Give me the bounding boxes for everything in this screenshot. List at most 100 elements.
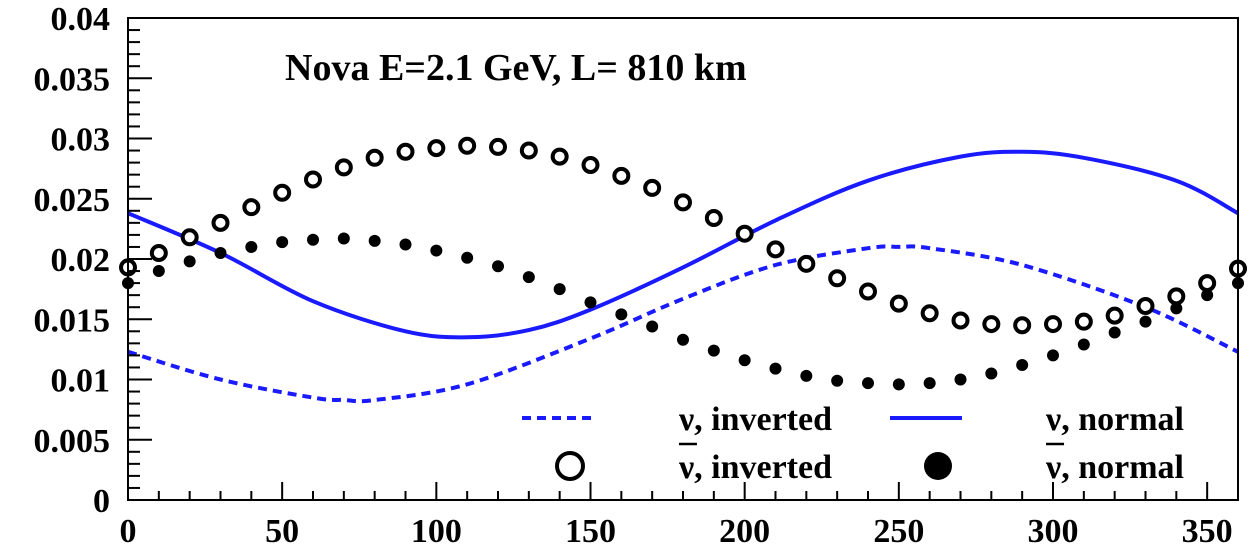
data-point-nubar-inverted	[458, 136, 477, 155]
data-point-nubar-normal	[1016, 359, 1029, 372]
data-point-nubar-normal	[892, 378, 905, 391]
data-point-nubar-inverted	[1167, 287, 1186, 306]
data-point-nubar-normal	[769, 362, 782, 375]
data-point-nubar-inverted	[704, 209, 723, 228]
data-point-nubar-normal	[831, 374, 844, 387]
data-point-nubar-normal	[399, 238, 412, 251]
y-tick-label: 0.01	[51, 363, 111, 400]
legend-label: ν, inverted	[678, 401, 832, 438]
data-point-nubar-inverted	[859, 282, 877, 301]
data-point-nubar-inverted	[334, 158, 353, 177]
legend-swatch-open-circle	[555, 451, 585, 481]
y-tick-label: 0.02	[51, 242, 111, 279]
x-tick-label: 200	[719, 513, 770, 550]
data-point-nubar-normal	[954, 373, 967, 386]
data-point-nubar-normal	[214, 246, 227, 259]
x-tick-label: 150	[565, 513, 616, 550]
data-point-nubar-normal	[492, 260, 504, 273]
data-point-nubar-inverted	[396, 142, 415, 161]
data-point-nubar-inverted	[1105, 306, 1124, 325]
data-point-nubar-normal	[707, 344, 720, 357]
data-point-nubar-normal	[1047, 349, 1059, 362]
data-point-nubar-inverted	[581, 156, 600, 175]
x-tick-label: 300	[1028, 513, 1079, 550]
data-point-nubar-inverted	[674, 193, 692, 212]
legend: ν, inverted ν, normal ν, inverted ν, normal	[522, 401, 1184, 486]
data-point-nubar-inverted	[951, 311, 970, 330]
data-point-nubar-normal	[1108, 326, 1121, 339]
legend-label: ν, normal	[1045, 401, 1184, 438]
data-point-nubar-normal	[307, 233, 319, 246]
data-point-nubar-inverted	[1013, 316, 1032, 335]
data-point-nubar-inverted	[273, 183, 292, 202]
data-point-nubar-inverted	[365, 148, 384, 167]
legend-swatch-filled-circle	[924, 452, 952, 480]
y-tick-label: 0.005	[34, 423, 111, 460]
data-point-nubar-normal	[152, 265, 165, 278]
data-point-nubar-normal	[522, 271, 535, 284]
y-tick-label: 0.04	[51, 1, 111, 38]
data-point-nubar-normal	[430, 244, 443, 257]
data-point-nubar-inverted	[519, 141, 538, 160]
data-point-nubar-inverted	[211, 213, 230, 232]
data-point-nubar-normal	[800, 369, 813, 382]
x-tick-label: 350	[1182, 513, 1233, 550]
data-point-nubar-inverted	[489, 137, 507, 156]
data-point-nubar-normal	[677, 333, 689, 346]
x-tick-label: 100	[411, 513, 462, 550]
data-point-nubar-inverted	[304, 170, 322, 189]
data-point-nubar-normal	[1170, 302, 1183, 315]
data-point-nubar-normal	[615, 308, 628, 321]
x-tick-label: 0	[120, 513, 137, 550]
y-tick-label: 0.03	[51, 122, 111, 159]
data-point-nubar-normal	[461, 251, 474, 264]
data-point-nubar-normal	[646, 320, 659, 333]
data-point-nubar-inverted	[550, 147, 569, 166]
data-point-nubar-inverted	[735, 224, 754, 243]
data-point-nubar-inverted	[149, 243, 168, 262]
data-point-nubar-inverted	[427, 139, 446, 158]
data-point-nubar-normal	[1139, 315, 1152, 328]
data-point-nubar-inverted	[1044, 315, 1062, 334]
legend-label: ν, inverted	[678, 449, 832, 486]
data-point-nubar-inverted	[920, 304, 939, 323]
data-point-nubar-inverted	[766, 240, 785, 259]
y-tick-label: 0.025	[34, 182, 111, 219]
data-point-nubar-inverted	[797, 254, 816, 273]
data-point-nubar-inverted	[889, 294, 908, 313]
data-point-nubar-inverted	[1074, 312, 1093, 331]
data-point-nubar-normal	[337, 232, 350, 245]
axis-labels: 0 50 100 150 200 250 300 350 0 0.005 0.01 0.015 0.02…	[34, 1, 1233, 550]
data-point-nubar-normal	[553, 283, 566, 296]
data-point-nubar-normal	[985, 367, 998, 380]
data-point-nubar-inverted	[643, 178, 662, 197]
plot-marks	[119, 136, 1247, 404]
data-point-nubar-normal	[1201, 289, 1214, 302]
y-tick-label: 0	[93, 483, 110, 520]
data-point-nubar-normal	[738, 354, 751, 367]
data-point-nubar-normal	[584, 296, 597, 309]
data-point-nubar-normal	[862, 377, 874, 390]
data-point-nubar-inverted	[612, 166, 631, 185]
legend-label: ν, normal	[1045, 449, 1184, 486]
data-point-nubar-inverted	[828, 269, 847, 288]
data-point-nubar-normal	[245, 240, 258, 253]
x-tick-label: 50	[265, 513, 299, 550]
y-tick-label: 0.015	[34, 302, 111, 339]
data-point-nubar-normal	[1077, 338, 1090, 351]
data-point-nubar-inverted	[1136, 296, 1155, 315]
y-tick-label: 0.035	[34, 61, 111, 98]
series-line-nu-inverted	[127, 244, 1239, 404]
data-point-nubar-normal	[923, 377, 936, 390]
data-point-nubar-inverted	[1198, 274, 1217, 293]
data-point-nubar-normal	[183, 255, 196, 268]
data-point-nubar-inverted	[982, 315, 1001, 334]
data-point-nubar-normal	[276, 236, 289, 249]
data-point-nubar-inverted	[242, 198, 261, 217]
series-line-nu-normal	[127, 149, 1239, 340]
data-point-nubar-normal	[368, 234, 381, 247]
chart-title: Nova E=2.1 GeV, L= 810 km	[285, 47, 747, 89]
data-point-nubar-inverted	[180, 228, 199, 247]
